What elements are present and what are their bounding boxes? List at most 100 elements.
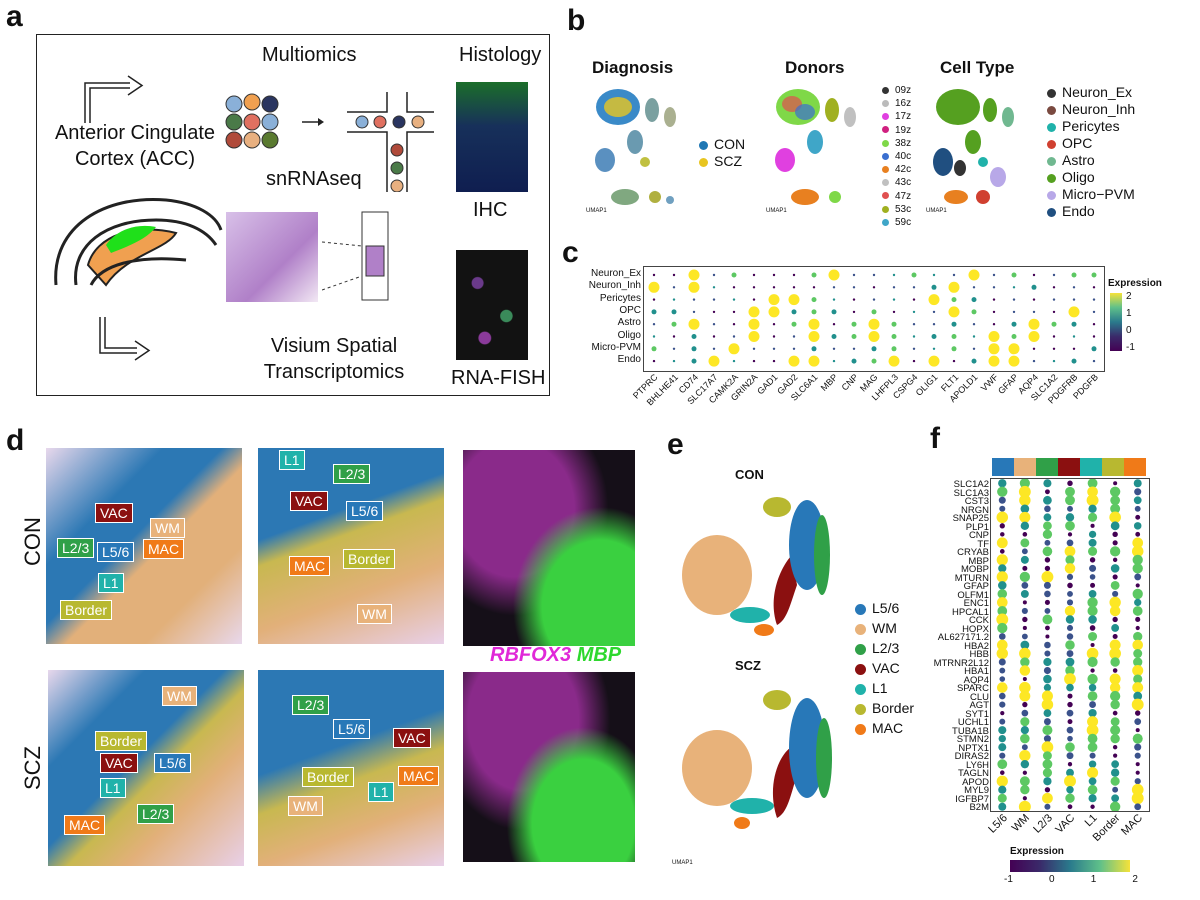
c-dot xyxy=(992,298,996,301)
f-dot xyxy=(1133,674,1143,684)
e-legend: L5/6 WM L2/3 VAC L1 Border MAC xyxy=(855,598,914,738)
region-tag-l5-6: L5/6 xyxy=(333,719,371,739)
c-dot xyxy=(1092,286,1096,289)
f-column-swatch xyxy=(1102,458,1124,476)
c-dot xyxy=(692,310,696,314)
f-dot xyxy=(1065,665,1075,676)
f-gene-label: SNAP25 xyxy=(952,513,989,525)
c-dot xyxy=(952,273,956,277)
f-gene-label: MTURN xyxy=(954,572,989,584)
legend-swatch xyxy=(882,113,889,121)
c-dot xyxy=(1008,355,1020,367)
c-dot xyxy=(1071,321,1077,327)
f-dot xyxy=(1135,531,1141,537)
f-dot xyxy=(1064,775,1076,788)
f-dot xyxy=(996,647,1008,660)
c-dot xyxy=(768,294,780,306)
c-dot xyxy=(951,297,957,303)
f-dot xyxy=(1134,488,1142,496)
legend-label: L1 xyxy=(872,680,888,696)
f-dot xyxy=(1111,794,1120,803)
c-dot xyxy=(911,272,917,278)
f-column-swatch xyxy=(1124,458,1146,476)
f-dot xyxy=(1020,504,1030,514)
c-dot xyxy=(931,334,937,339)
e-legend-item: MAC xyxy=(855,718,914,738)
f-dot xyxy=(1088,777,1097,786)
c-dot xyxy=(1092,298,1096,301)
f-dot xyxy=(1132,665,1144,677)
f-dot xyxy=(1109,682,1121,693)
f-tick: 2 xyxy=(1132,874,1138,885)
arrow-down-right-icon xyxy=(99,317,151,361)
f-dot xyxy=(1043,657,1052,667)
f-dot xyxy=(1019,750,1031,762)
f-dot xyxy=(1133,522,1142,530)
f-dot xyxy=(996,775,1008,787)
c-dot xyxy=(832,323,836,326)
f-dot xyxy=(1110,733,1120,744)
f-dot xyxy=(997,486,1008,497)
panel-d-label: d xyxy=(6,424,25,457)
c-gene-label: MBP xyxy=(819,372,841,393)
c-dot xyxy=(1072,298,1076,301)
region-tag-l1: L1 xyxy=(98,573,124,593)
legend-label: 40c xyxy=(895,151,912,163)
f-gene-label: HBB xyxy=(969,649,989,661)
f-dot xyxy=(1043,683,1052,692)
c-dot xyxy=(712,347,716,350)
f-dot xyxy=(1134,505,1141,512)
f-dot xyxy=(1111,760,1120,769)
legend-swatch xyxy=(855,663,866,675)
c-dot xyxy=(988,331,1000,342)
f-dot xyxy=(1020,785,1030,795)
c-dot xyxy=(892,273,896,277)
c-row-label: Astro xyxy=(617,317,641,329)
f-dot xyxy=(1044,565,1051,572)
f-dot xyxy=(1109,605,1121,617)
legend-swatch xyxy=(882,205,889,213)
f-dot xyxy=(1087,597,1098,608)
c-dot xyxy=(811,272,817,278)
c-dot xyxy=(791,309,797,315)
c-dot xyxy=(1072,335,1076,338)
f-dot xyxy=(1109,639,1121,651)
region-tag-wm: WM xyxy=(162,686,197,706)
f-gene-label: HPCAL1 xyxy=(952,606,989,618)
legend-swatch xyxy=(882,152,889,160)
visium-slide-diagram xyxy=(322,211,389,301)
region-tag-border: Border xyxy=(95,731,148,751)
legend-label: 42c xyxy=(895,164,912,176)
c-dot xyxy=(1011,272,1017,278)
c-dot xyxy=(792,286,796,289)
c-dot xyxy=(688,269,700,281)
f-dot xyxy=(1043,666,1051,675)
f-gene-label: B2M xyxy=(969,802,989,814)
f-dot xyxy=(1112,710,1118,716)
f-dot xyxy=(1000,710,1005,716)
c-dot xyxy=(852,286,856,289)
f-dot xyxy=(1132,682,1144,694)
donors-legend-item: 43c xyxy=(882,176,911,189)
c-tick: 0 xyxy=(1126,325,1132,336)
f-gene-label: UCHL1 xyxy=(957,717,989,729)
c-dot xyxy=(728,343,740,355)
f-dot xyxy=(996,537,1008,549)
f-colorbar xyxy=(1010,860,1130,872)
c-dot xyxy=(971,309,977,315)
c-dot xyxy=(732,286,736,289)
f-dot xyxy=(999,667,1006,674)
c-dot xyxy=(1091,346,1097,352)
f-gene-label: GFAP xyxy=(963,581,989,593)
f-gene-label: NRGN xyxy=(961,504,989,516)
f-dot xyxy=(1110,776,1120,786)
f-dot xyxy=(1089,752,1096,759)
celltype-legend-item: OPC xyxy=(1047,135,1135,152)
c-dot xyxy=(1012,298,1016,301)
legend-swatch xyxy=(882,166,889,174)
f-dot xyxy=(1067,582,1073,589)
f-dot xyxy=(1131,792,1144,805)
f-dot xyxy=(1109,673,1121,685)
f-gene-label: NPTX1 xyxy=(958,742,989,754)
f-dot xyxy=(1090,668,1095,673)
